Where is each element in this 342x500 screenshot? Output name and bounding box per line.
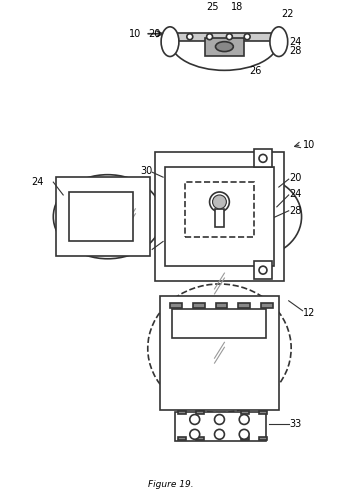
FancyBboxPatch shape bbox=[165, 168, 274, 266]
FancyBboxPatch shape bbox=[155, 152, 284, 281]
FancyBboxPatch shape bbox=[69, 192, 133, 242]
FancyBboxPatch shape bbox=[56, 177, 150, 256]
Circle shape bbox=[244, 34, 250, 40]
Circle shape bbox=[214, 430, 224, 440]
Text: 28: 28 bbox=[290, 46, 302, 56]
FancyBboxPatch shape bbox=[178, 438, 186, 440]
Text: 20: 20 bbox=[148, 29, 161, 39]
Ellipse shape bbox=[215, 42, 233, 51]
FancyBboxPatch shape bbox=[241, 438, 249, 440]
Text: 10: 10 bbox=[303, 140, 315, 149]
Text: 22: 22 bbox=[281, 9, 293, 19]
FancyBboxPatch shape bbox=[196, 438, 203, 440]
Ellipse shape bbox=[161, 27, 179, 56]
FancyBboxPatch shape bbox=[214, 209, 224, 226]
FancyBboxPatch shape bbox=[193, 303, 205, 308]
FancyBboxPatch shape bbox=[259, 438, 267, 440]
FancyBboxPatch shape bbox=[205, 38, 244, 56]
FancyBboxPatch shape bbox=[178, 410, 186, 414]
Circle shape bbox=[207, 34, 212, 40]
FancyBboxPatch shape bbox=[160, 296, 279, 410]
Circle shape bbox=[212, 195, 226, 209]
FancyBboxPatch shape bbox=[185, 182, 254, 236]
Circle shape bbox=[190, 414, 200, 424]
FancyBboxPatch shape bbox=[259, 410, 267, 414]
Text: 24: 24 bbox=[290, 36, 302, 46]
FancyBboxPatch shape bbox=[254, 261, 272, 279]
Circle shape bbox=[259, 266, 267, 274]
Text: 30: 30 bbox=[140, 166, 153, 176]
Text: 24: 24 bbox=[290, 189, 302, 199]
Circle shape bbox=[259, 154, 267, 162]
Text: 20: 20 bbox=[290, 173, 302, 183]
FancyBboxPatch shape bbox=[238, 303, 250, 308]
FancyBboxPatch shape bbox=[175, 412, 266, 441]
Circle shape bbox=[190, 430, 200, 440]
Text: Figure 19.: Figure 19. bbox=[148, 480, 194, 488]
Text: 28: 28 bbox=[290, 206, 302, 216]
FancyBboxPatch shape bbox=[196, 410, 203, 414]
Text: 10: 10 bbox=[129, 29, 141, 39]
Circle shape bbox=[214, 414, 224, 424]
Circle shape bbox=[210, 192, 229, 212]
Circle shape bbox=[187, 34, 193, 40]
FancyBboxPatch shape bbox=[215, 303, 227, 308]
FancyBboxPatch shape bbox=[261, 303, 273, 308]
FancyBboxPatch shape bbox=[172, 308, 266, 338]
Circle shape bbox=[239, 414, 249, 424]
Text: 12: 12 bbox=[303, 308, 315, 318]
FancyBboxPatch shape bbox=[175, 33, 274, 40]
FancyBboxPatch shape bbox=[241, 410, 249, 414]
Text: 25: 25 bbox=[207, 2, 219, 12]
Ellipse shape bbox=[270, 27, 288, 56]
Text: 18: 18 bbox=[231, 2, 244, 12]
Text: 33: 33 bbox=[290, 420, 302, 430]
Circle shape bbox=[226, 34, 232, 40]
Text: 26: 26 bbox=[249, 66, 262, 76]
Circle shape bbox=[239, 430, 249, 440]
FancyBboxPatch shape bbox=[170, 303, 182, 308]
FancyBboxPatch shape bbox=[254, 150, 272, 168]
Text: 24: 24 bbox=[31, 177, 44, 187]
